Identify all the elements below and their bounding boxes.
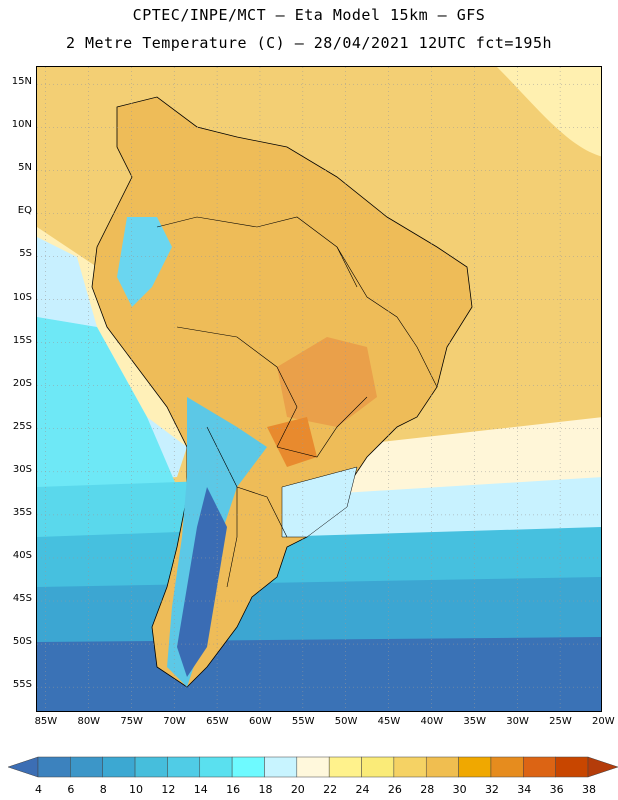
longitude-label: 40W [420, 716, 443, 727]
colorbar-swatch [232, 757, 264, 777]
colorbar-label: 16 [226, 783, 240, 796]
longitude-label: 30W [506, 716, 529, 727]
colorbar-label: 34 [517, 783, 531, 796]
temperature-colorbar [8, 752, 618, 782]
colorbar-swatch [459, 757, 491, 777]
colorbar-swatch [362, 757, 394, 777]
colorbar-label: 20 [291, 783, 305, 796]
colorbar-swatch [38, 757, 70, 777]
latitude-label: 40S [13, 550, 32, 561]
longitude-label: 85W [35, 716, 58, 727]
colorbar-swatch [556, 757, 588, 777]
colorbar-label: 6 [67, 783, 74, 796]
colorbar-label: 4 [35, 783, 42, 796]
colorbar-swatch [523, 757, 555, 777]
colorbar-swatch [264, 757, 296, 777]
temperature-map[interactable] [36, 66, 602, 712]
longitude-label: 20W [592, 716, 615, 727]
latitude-label: 45S [13, 593, 32, 604]
map-title-line1: CPTEC/INPE/MCT – Eta Model 15km – GFS [0, 6, 618, 24]
longitude-label: 55W [292, 716, 315, 727]
colorbar-label: 18 [258, 783, 272, 796]
longitude-label: 60W [249, 716, 272, 727]
longitude-label: 35W [463, 716, 486, 727]
colorbar-swatch [70, 757, 102, 777]
colorbar-label: 32 [485, 783, 499, 796]
latitude-label: 50S [13, 636, 32, 647]
latitude-label: 30S [13, 464, 32, 475]
colorbar-high-arrow [588, 757, 618, 777]
colorbar-swatch [200, 757, 232, 777]
latitude-label: 15S [13, 335, 32, 346]
longitude-label: 25W [549, 716, 572, 727]
latitude-label: 5N [18, 162, 32, 173]
colorbar-label: 28 [420, 783, 434, 796]
colorbar-label: 12 [161, 783, 175, 796]
longitude-label: 45W [378, 716, 401, 727]
colorbar-swatch [297, 757, 329, 777]
map-title-line2: 2 Metre Temperature (C) – 28/04/2021 12U… [0, 34, 618, 52]
colorbar-label: 36 [550, 783, 564, 796]
longitude-label: 70W [163, 716, 186, 727]
cold-band-4 [37, 637, 602, 712]
latitude-label: 10S [13, 292, 32, 303]
longitude-label: 65W [206, 716, 229, 727]
colorbar-label: 26 [388, 783, 402, 796]
colorbar-label: 30 [453, 783, 467, 796]
latitude-label: 10N [12, 119, 32, 130]
latitude-label: EQ [18, 205, 32, 216]
colorbar-label: 8 [100, 783, 107, 796]
colorbar-swatch [135, 757, 167, 777]
longitude-label: 80W [77, 716, 100, 727]
colorbar-swatch [329, 757, 361, 777]
colorbar-swatch [426, 757, 458, 777]
colorbar-label: 14 [194, 783, 208, 796]
colorbar-low-arrow [8, 757, 38, 777]
map-canvas [37, 67, 602, 712]
colorbar-label: 10 [129, 783, 143, 796]
colorbar-label: 38 [582, 783, 596, 796]
longitude-label: 75W [120, 716, 143, 727]
colorbar-swatch [103, 757, 135, 777]
colorbar-swatch [394, 757, 426, 777]
colorbar-swatch [167, 757, 199, 777]
latitude-label: 55S [13, 679, 32, 690]
colorbar-label: 24 [356, 783, 370, 796]
colorbar-label: 22 [323, 783, 337, 796]
latitude-label: 25S [13, 421, 32, 432]
latitude-label: 20S [13, 378, 32, 389]
latitude-label: 15N [12, 76, 32, 87]
latitude-label: 35S [13, 507, 32, 518]
longitude-label: 50W [335, 716, 358, 727]
colorbar-swatch [491, 757, 523, 777]
latitude-label: 5S [19, 248, 32, 259]
